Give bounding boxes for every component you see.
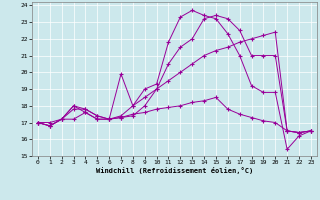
X-axis label: Windchill (Refroidissement éolien,°C): Windchill (Refroidissement éolien,°C)	[96, 167, 253, 174]
